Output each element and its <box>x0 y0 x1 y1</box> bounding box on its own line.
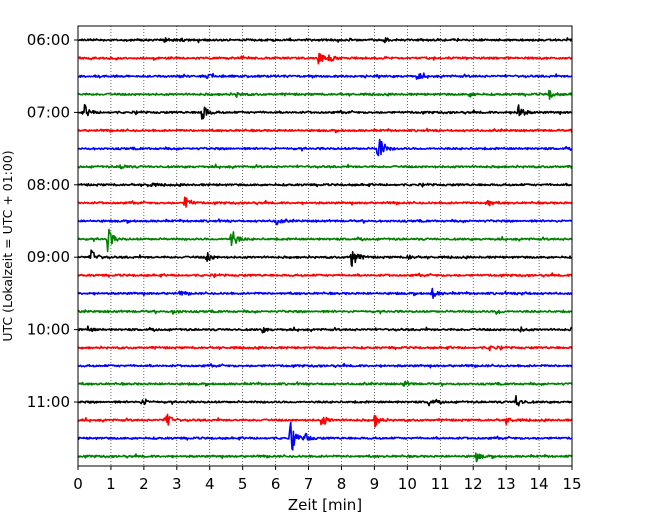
plot-frame <box>77 25 573 467</box>
y-tick-label: 08:00 <box>27 176 70 194</box>
x-tick-label: 14 <box>530 475 549 493</box>
x-tick-label: 10 <box>398 475 417 493</box>
y-axis-label: UTC (Lokalzeit = UTC + 01:00) <box>0 150 15 341</box>
trace-1115 <box>77 421 573 451</box>
trace-0545 <box>77 37 573 44</box>
x-tick-label: 8 <box>337 475 347 493</box>
trace-1100 <box>77 413 573 428</box>
trace-0800 <box>77 196 573 208</box>
trace-0730 <box>77 163 573 170</box>
x-tick-label: 15 <box>562 475 581 493</box>
y-tick-label: 06:00 <box>27 31 70 49</box>
x-tick-label: 13 <box>497 475 516 493</box>
x-tick-label: 0 <box>73 475 83 493</box>
y-tick-label: 10:00 <box>27 321 70 339</box>
trace-0600 <box>77 52 573 65</box>
y-axis-ticks: 06:00 07:00 08:00 09:00 10:00 11:00 <box>27 31 78 411</box>
x-tick-label: 1 <box>106 475 116 493</box>
trace-0715 <box>77 138 573 157</box>
trace-1000 <box>77 345 573 352</box>
trace-0630 <box>77 89 573 100</box>
trace-0845 <box>77 249 573 267</box>
trace-0930 <box>77 309 573 315</box>
trace-0915 <box>77 287 573 300</box>
seismogram-traces <box>77 37 573 463</box>
trace-1130 <box>77 452 573 463</box>
x-tick-label: 3 <box>172 475 182 493</box>
x-tick-label: 9 <box>370 475 380 493</box>
trace-0900 <box>77 272 573 279</box>
x-tick-label: 6 <box>271 475 281 493</box>
x-tick-label: 7 <box>304 475 314 493</box>
trace-1015 <box>77 362 573 369</box>
minute-gridlines <box>110 26 540 466</box>
y-tick-label: 07:00 <box>27 103 70 121</box>
trace-1030 <box>77 380 573 387</box>
y-tick-label: 11:00 <box>27 393 70 411</box>
trace-0745 <box>77 182 573 188</box>
x-tick-label: 11 <box>431 475 450 493</box>
trace-0615 <box>77 72 573 80</box>
trace-0700 <box>77 127 573 134</box>
x-axis-ticks: 0 1 2 3 4 5 6 7 8 9 10 11 12 13 14 15 <box>73 466 582 493</box>
x-tick-label: 5 <box>238 475 248 493</box>
x-tick-label: 2 <box>139 475 149 493</box>
x-tick-label: 4 <box>205 475 215 493</box>
trace-0645 <box>77 103 573 120</box>
trace-0815 <box>77 218 573 226</box>
trace-0945 <box>77 325 573 334</box>
trace-1045 <box>77 395 573 407</box>
x-tick-label: 12 <box>464 475 483 493</box>
trace-0830 <box>77 228 573 253</box>
x-axis-label: Zeit [min] <box>288 496 362 514</box>
y-tick-label: 09:00 <box>27 248 70 266</box>
